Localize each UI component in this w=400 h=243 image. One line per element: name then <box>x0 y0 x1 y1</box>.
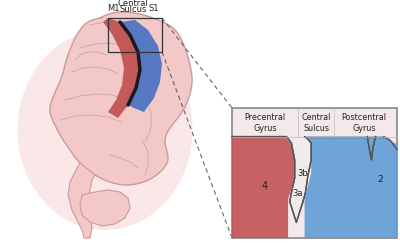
Text: M1: M1 <box>107 4 119 13</box>
Text: S1: S1 <box>149 4 159 13</box>
Polygon shape <box>50 12 192 185</box>
Polygon shape <box>286 137 311 222</box>
Text: Sulcus: Sulcus <box>303 124 329 133</box>
Text: Central: Central <box>118 0 148 8</box>
Bar <box>108 18 162 52</box>
Text: 4: 4 <box>262 181 268 191</box>
Polygon shape <box>103 18 140 118</box>
Text: Gyrus: Gyrus <box>352 124 376 133</box>
Text: 2: 2 <box>378 175 383 184</box>
Polygon shape <box>232 137 295 238</box>
Ellipse shape <box>18 30 192 230</box>
Text: Postcentral: Postcentral <box>342 113 386 122</box>
Text: Central: Central <box>302 113 331 122</box>
Text: Gyrus: Gyrus <box>253 124 277 133</box>
Polygon shape <box>120 20 162 112</box>
Bar <box>232 108 397 238</box>
Text: 3b: 3b <box>298 168 308 177</box>
Text: Precentral: Precentral <box>244 113 286 122</box>
Polygon shape <box>305 137 397 238</box>
Polygon shape <box>68 163 95 238</box>
Text: Sulcus: Sulcus <box>119 5 147 14</box>
Text: 3a: 3a <box>292 189 302 198</box>
Polygon shape <box>80 190 130 226</box>
